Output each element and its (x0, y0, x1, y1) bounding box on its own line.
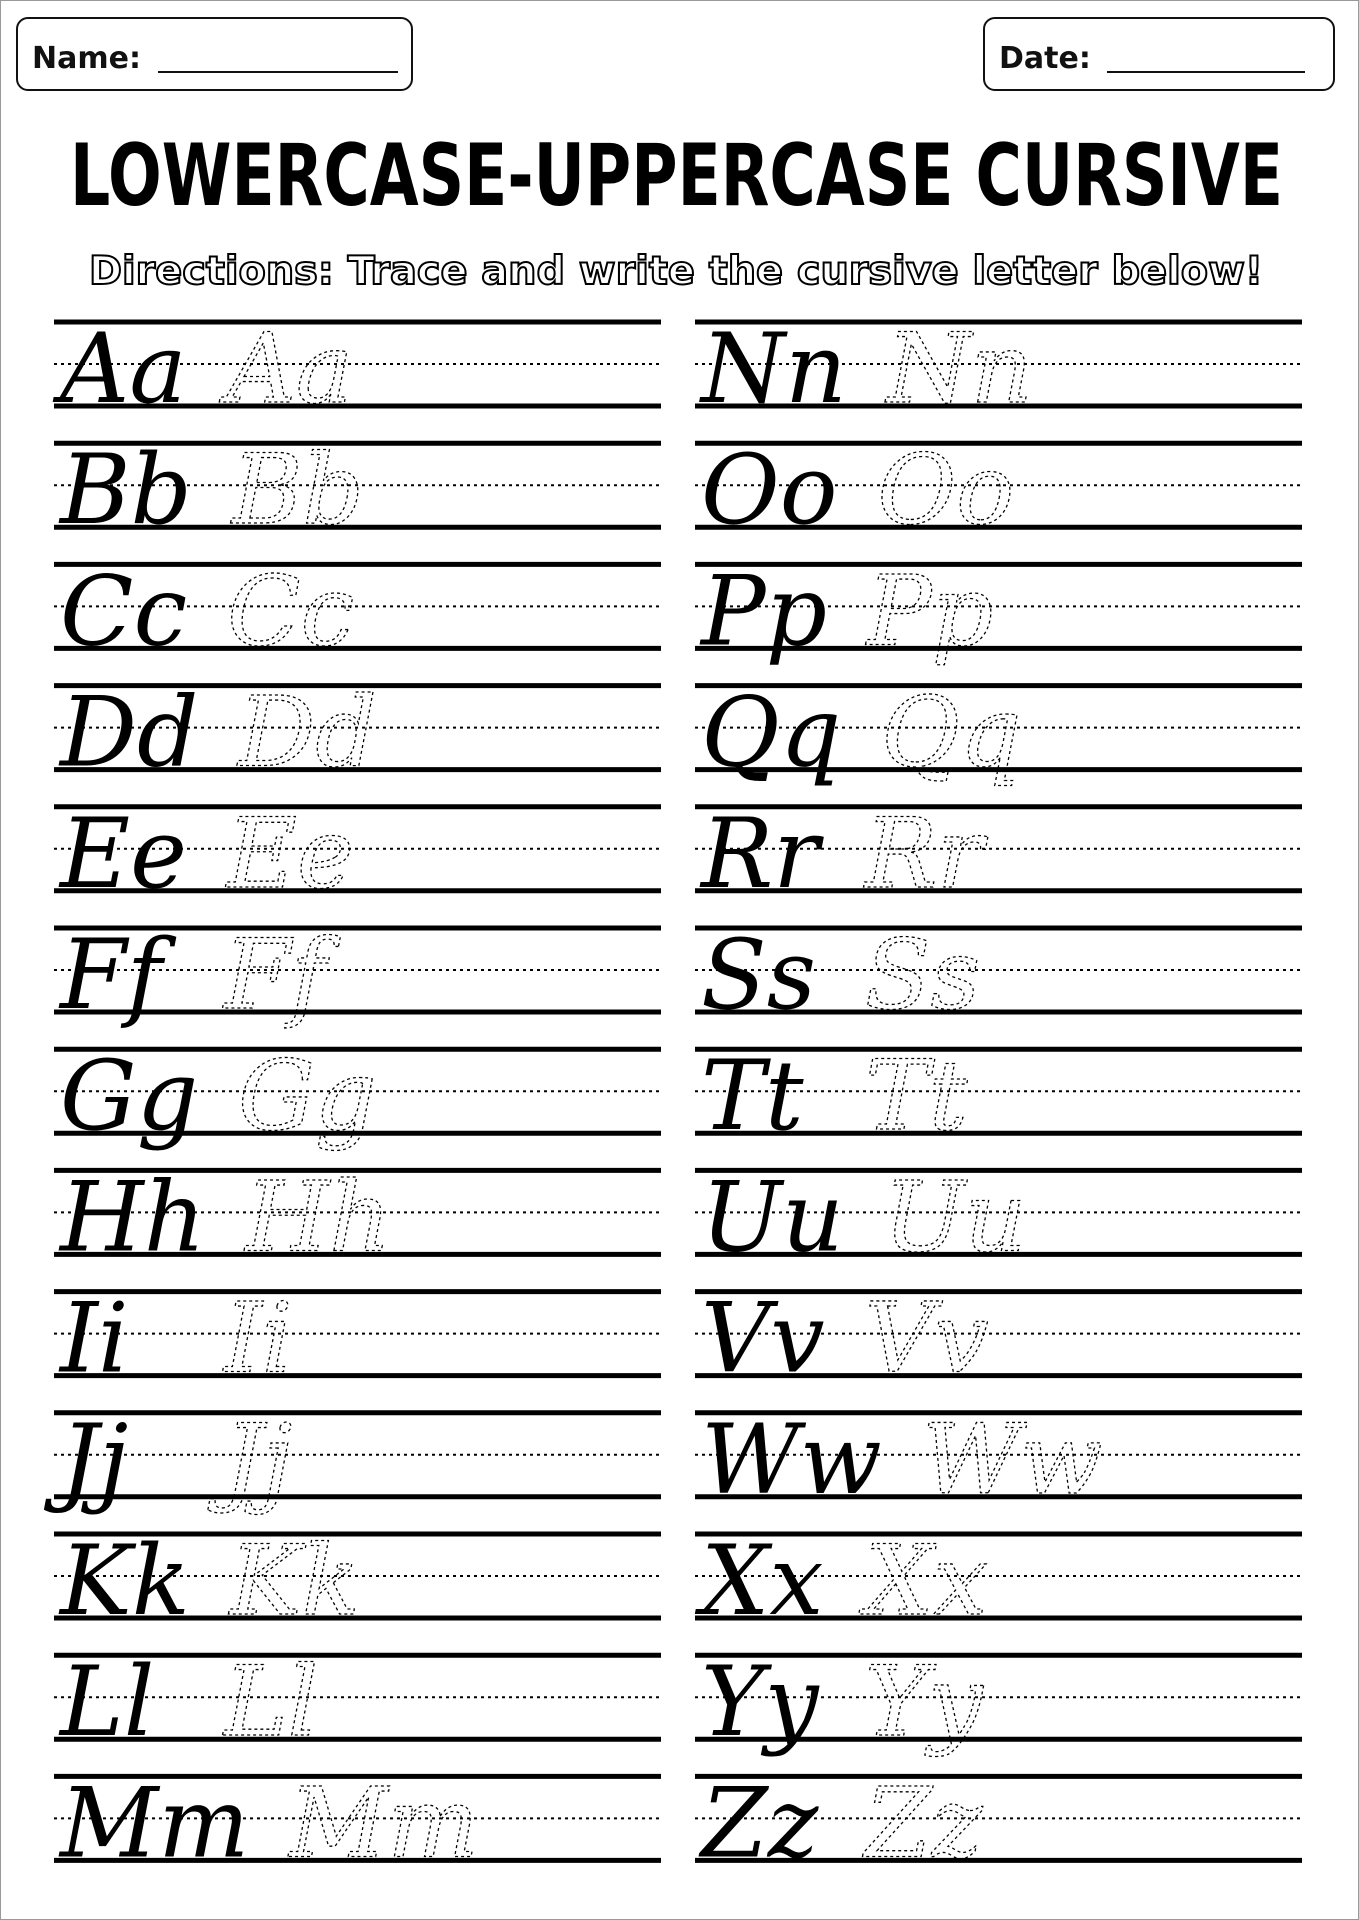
cursive-letter-trace: Zz (862, 1767, 984, 1879)
cursive-letter-trace: Ff (222, 919, 341, 1031)
cursive-letter-trace: Ii (222, 1283, 293, 1395)
cursive-letter-model: Cc (60, 555, 187, 667)
cursive-letter-model: Gg (60, 1040, 198, 1152)
cursive-letter-trace: Bb (230, 434, 364, 546)
cursive-letter-model: Ff (58, 919, 177, 1031)
cursive-letter-trace: Rr (863, 798, 988, 910)
cursive-letter-trace: Cc (227, 555, 354, 667)
cursive-letter-model: Dd (58, 677, 198, 789)
cursive-letter-trace: Xx (858, 1525, 987, 1637)
cursive-letter-trace: Kk (228, 1525, 360, 1637)
cursive-letter-trace: Hh (244, 1161, 392, 1273)
cursive-letter-trace: Gg (238, 1040, 376, 1152)
cursive-letter-model: Uu (701, 1161, 844, 1273)
cursive-letter-model: Kk (58, 1525, 190, 1637)
directions-text: Directions: Trace and write the cursive … (89, 249, 1263, 294)
cursive-letter-trace: Ee (225, 798, 354, 910)
cursive-letter-model: Pp (699, 555, 827, 667)
cursive-letter-trace: Mm (287, 1767, 478, 1879)
cursive-letter-model: Yy (701, 1646, 820, 1758)
cursive-letter-model: Bb (58, 434, 192, 546)
cursive-letter-model: Ee (58, 798, 187, 910)
cursive-letter-model: Nn (699, 313, 847, 425)
date-field-box[interactable]: Date: (983, 17, 1335, 91)
cursive-letter-model: Mm (58, 1767, 249, 1879)
cursive-letter-model: Ww (701, 1404, 882, 1516)
cursive-letter-model: Ii (58, 1283, 129, 1395)
cursive-letter-model: Oo (701, 434, 838, 546)
cursive-letter-trace: Ll (222, 1646, 318, 1758)
cursive-letter-model: Tt (701, 1040, 804, 1152)
cursive-letter-trace: Qq (881, 677, 1021, 789)
cursive-letter-trace: Dd (236, 677, 376, 789)
cursive-letter-trace: Uu (884, 1161, 1027, 1273)
cursive-letter-trace: Ww (922, 1404, 1103, 1516)
cursive-letter-trace: Yy (865, 1646, 984, 1758)
cursive-letter-trace: Ss (865, 919, 980, 1031)
cursive-letter-model: Ll (58, 1646, 154, 1758)
cursive-letter-model: Rr (699, 798, 824, 910)
cursive-letter-trace: Pp (865, 555, 993, 667)
name-label: Name: (32, 41, 141, 76)
cursive-letter-model: Hh (58, 1161, 206, 1273)
date-write-line[interactable] (1107, 71, 1305, 73)
page-title: LOWERCASE-UPPERCASE CURSIVE (70, 126, 1283, 226)
date-label: Date: (999, 41, 1091, 76)
cursive-letter-trace: Aa (219, 313, 354, 425)
cursive-letter-model: Zz (698, 1767, 820, 1879)
cursive-letter-model: Xx (694, 1525, 823, 1637)
name-write-line[interactable] (158, 71, 398, 73)
cursive-letter-model: Ss (701, 919, 816, 1031)
cursive-letter-trace: Nn (885, 313, 1033, 425)
cursive-letter-trace: Vv (865, 1283, 989, 1395)
name-field-box[interactable]: Name: (16, 17, 413, 91)
cursive-letter-model: Qq (701, 677, 841, 789)
cursive-letter-trace: Tt (865, 1040, 968, 1152)
cursive-letter-model: Vv (701, 1283, 825, 1395)
cursive-letter-model: Aa (52, 313, 187, 425)
cursive-letter-trace: Oo (878, 434, 1015, 546)
